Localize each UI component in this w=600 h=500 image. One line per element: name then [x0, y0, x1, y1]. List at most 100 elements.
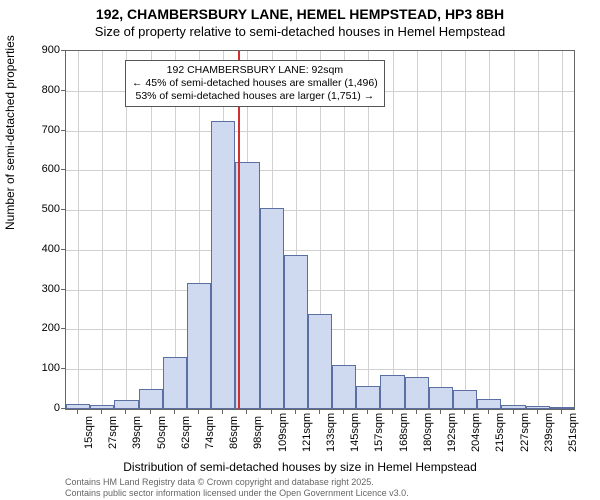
x-tick-label: 227sqm: [519, 416, 531, 452]
x-tick-label: 27sqm: [107, 416, 119, 452]
y-tick-label: 500: [20, 203, 60, 215]
gridline-v: [417, 51, 418, 409]
x-tick-mark: [246, 410, 247, 414]
histogram-bar: [114, 400, 138, 409]
histogram-bar: [550, 407, 574, 409]
x-tick-label: 86sqm: [228, 416, 240, 452]
x-tick-mark: [561, 410, 562, 414]
gridline-v: [514, 51, 515, 409]
x-tick-label: 15sqm: [83, 416, 95, 452]
x-tick-mark: [440, 410, 441, 414]
footer-line1: Contains HM Land Registry data © Crown c…: [65, 477, 409, 487]
histogram-bar: [260, 208, 284, 409]
y-tick-mark: [61, 328, 65, 329]
gridline-v: [441, 51, 442, 409]
gridline-v: [393, 51, 394, 409]
x-tick-label: 251sqm: [567, 416, 579, 452]
histogram-bar: [187, 283, 211, 409]
chart-title: 192, CHAMBERSBURY LANE, HEMEL HEMPSTEAD,…: [0, 6, 600, 22]
y-axis-label: Number of semi-detached properties: [3, 35, 17, 230]
callout-line2: ← 45% of semi-detached houses are smalle…: [132, 77, 378, 90]
histogram-bar: [501, 405, 525, 409]
x-tick-mark: [101, 410, 102, 414]
y-tick-label: 800: [20, 84, 60, 96]
x-tick-mark: [174, 410, 175, 414]
x-tick-label: 204sqm: [470, 416, 482, 452]
gridline-v: [102, 51, 103, 409]
callout-box: 192 CHAMBERSBURY LANE: 92sqm ← 45% of se…: [125, 60, 385, 107]
x-tick-mark: [343, 410, 344, 414]
x-tick-label: 145sqm: [349, 416, 361, 452]
x-tick-label: 121sqm: [301, 416, 313, 452]
histogram-bar: [453, 390, 477, 409]
chart-container: 192, CHAMBERSBURY LANE, HEMEL HEMPSTEAD,…: [0, 0, 600, 500]
x-tick-mark: [513, 410, 514, 414]
x-tick-label: 168sqm: [398, 416, 410, 452]
x-tick-label: 180sqm: [422, 416, 434, 452]
y-tick-mark: [61, 209, 65, 210]
x-tick-mark: [464, 410, 465, 414]
gridline-v: [538, 51, 539, 409]
x-axis-label: Distribution of semi-detached houses by …: [0, 460, 600, 474]
y-tick-mark: [61, 169, 65, 170]
y-tick-mark: [61, 249, 65, 250]
x-tick-label: 39sqm: [131, 416, 143, 452]
y-tick-label: 300: [20, 283, 60, 295]
footer: Contains HM Land Registry data © Crown c…: [65, 477, 409, 498]
x-tick-mark: [222, 410, 223, 414]
gridline-v: [489, 51, 490, 409]
x-tick-label: 50sqm: [156, 416, 168, 452]
histogram-bar: [211, 121, 235, 409]
histogram-bar: [66, 404, 90, 409]
x-tick-mark: [367, 410, 368, 414]
histogram-bar: [284, 255, 308, 409]
x-tick-mark: [319, 410, 320, 414]
x-tick-mark: [392, 410, 393, 414]
gridline-v: [562, 51, 563, 409]
histogram-bar: [429, 387, 453, 409]
y-tick-mark: [61, 50, 65, 51]
x-tick-mark: [295, 410, 296, 414]
histogram-bar: [139, 389, 163, 409]
y-tick-label: 700: [20, 124, 60, 136]
callout-line3: 53% of semi-detached houses are larger (…: [132, 90, 378, 103]
x-tick-mark: [537, 410, 538, 414]
x-tick-mark: [488, 410, 489, 414]
y-tick-mark: [61, 130, 65, 131]
histogram-bar: [477, 399, 501, 409]
footer-line2: Contains public sector information licen…: [65, 488, 409, 498]
histogram-bar: [526, 406, 550, 409]
y-tick-label: 600: [20, 163, 60, 175]
chart-subtitle: Size of property relative to semi-detach…: [0, 24, 600, 39]
histogram-bar: [163, 357, 187, 410]
gridline-v: [78, 51, 79, 409]
x-tick-label: 133sqm: [325, 416, 337, 452]
x-tick-label: 109sqm: [277, 416, 289, 452]
y-tick-label: 400: [20, 243, 60, 255]
x-tick-mark: [198, 410, 199, 414]
x-tick-label: 192sqm: [446, 416, 458, 452]
y-tick-label: 900: [20, 44, 60, 56]
histogram-bar: [405, 377, 429, 409]
y-tick-mark: [61, 90, 65, 91]
histogram-bar: [308, 314, 332, 409]
histogram-bar: [90, 405, 114, 409]
x-tick-label: 62sqm: [180, 416, 192, 452]
gridline-v: [465, 51, 466, 409]
x-tick-label: 239sqm: [543, 416, 555, 452]
x-tick-mark: [416, 410, 417, 414]
y-tick-mark: [61, 289, 65, 290]
x-tick-mark: [125, 410, 126, 414]
y-tick-label: 0: [20, 402, 60, 414]
y-tick-mark: [61, 408, 65, 409]
y-tick-mark: [61, 368, 65, 369]
histogram-bar: [332, 365, 356, 409]
x-tick-mark: [271, 410, 272, 414]
callout-line1: 192 CHAMBERSBURY LANE: 92sqm: [132, 64, 378, 77]
x-tick-mark: [150, 410, 151, 414]
x-tick-label: 157sqm: [373, 416, 385, 452]
histogram-bar: [356, 386, 380, 409]
y-tick-label: 200: [20, 322, 60, 334]
x-tick-label: 215sqm: [494, 416, 506, 452]
histogram-bar: [380, 375, 404, 409]
